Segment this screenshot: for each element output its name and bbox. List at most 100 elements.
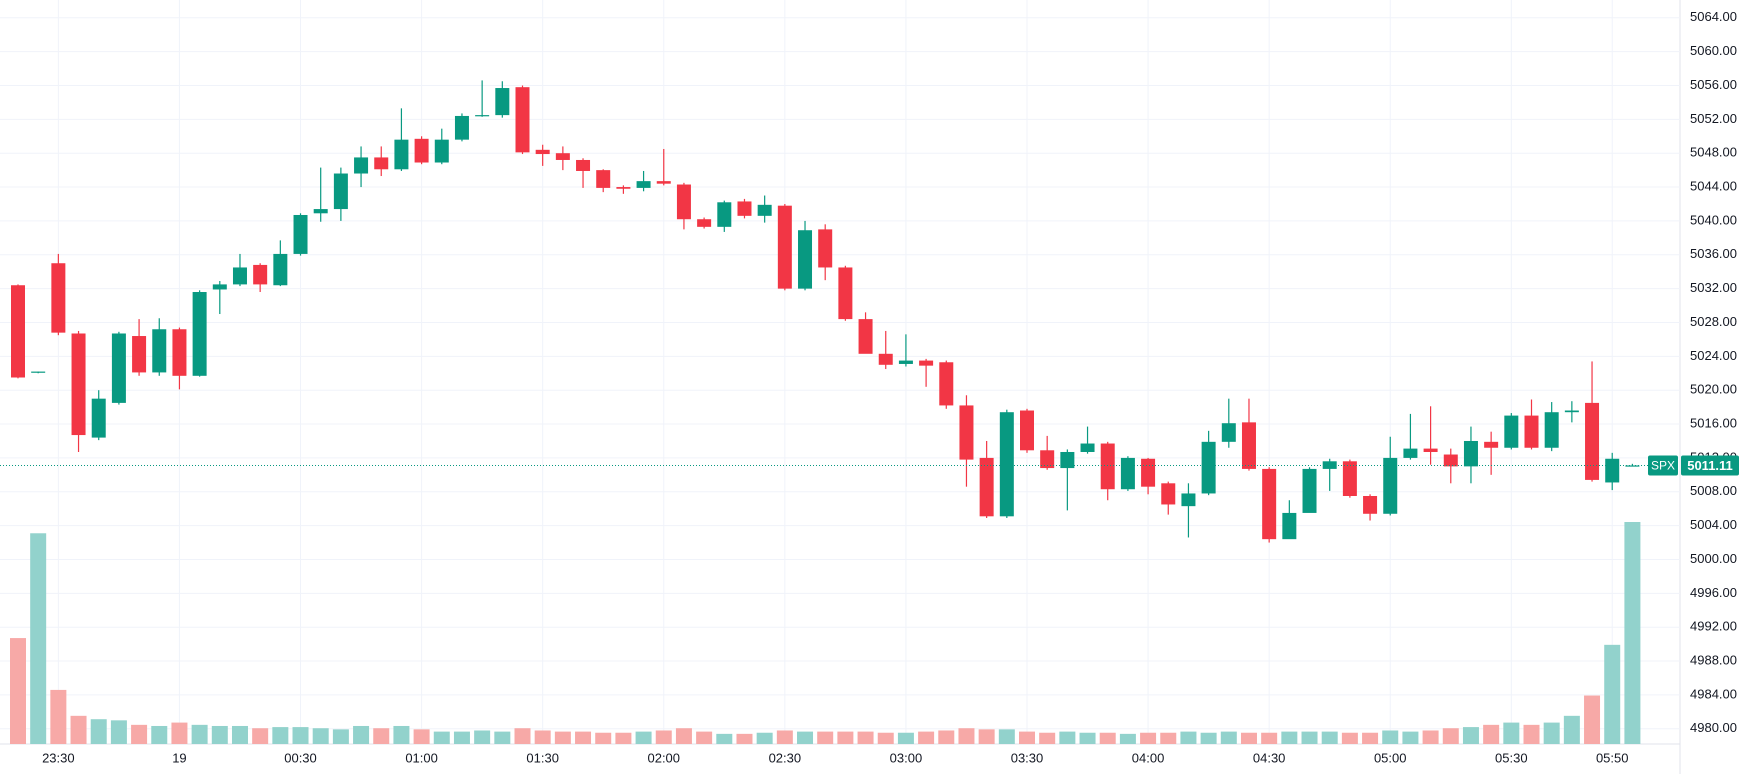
- symbol-label: SPX: [1651, 459, 1675, 473]
- x-tick-label: 00:30: [284, 750, 317, 765]
- volume-bar: [1321, 731, 1338, 744]
- volume-bar: [110, 720, 127, 744]
- candle-body: [1201, 441, 1216, 494]
- candle-body: [253, 264, 268, 285]
- volume-bar: [938, 730, 955, 744]
- x-tick-label: 05:00: [1374, 750, 1407, 765]
- volume-bar: [1503, 722, 1520, 744]
- candle-body: [1564, 410, 1579, 413]
- volume-bar: [1624, 522, 1641, 744]
- volume-bar: [211, 725, 228, 744]
- candle-body: [1383, 457, 1398, 514]
- candle-body: [495, 88, 510, 116]
- candle-body: [1302, 468, 1317, 513]
- volume-bar: [90, 719, 107, 744]
- volume-bar: [1584, 695, 1601, 744]
- volume-bar: [272, 727, 289, 744]
- candle-body: [293, 214, 308, 254]
- candle-body: [777, 205, 792, 289]
- volume-bar: [575, 731, 592, 744]
- candle-body: [1463, 440, 1478, 467]
- volume-bar: [736, 733, 753, 744]
- candle-body: [1241, 422, 1256, 469]
- candle-body: [979, 457, 994, 517]
- volume-bar: [1462, 727, 1479, 744]
- volume-bar: [151, 725, 168, 744]
- x-tick-label: 01:00: [405, 750, 438, 765]
- y-tick-label: 5000.00: [1690, 551, 1737, 566]
- candle-body: [515, 87, 530, 153]
- candle-body: [11, 285, 25, 378]
- volume-bar: [1563, 715, 1580, 744]
- volume-bar: [615, 732, 632, 744]
- volume-bar: [353, 725, 370, 744]
- candle-body: [737, 201, 752, 216]
- volume-bar: [1079, 732, 1096, 744]
- volume-bar: [1422, 730, 1439, 744]
- x-tick-label: 03:00: [890, 750, 923, 765]
- candle-body: [656, 181, 671, 184]
- volume-bar: [776, 730, 793, 744]
- volume-bar: [716, 733, 733, 744]
- candle-body: [999, 412, 1014, 517]
- candle-body: [1181, 493, 1196, 507]
- x-tick-label: 05:30: [1495, 750, 1528, 765]
- y-tick-label: 5040.00: [1690, 212, 1737, 227]
- volume-bar: [1059, 731, 1076, 744]
- volume-bar: [10, 638, 26, 744]
- candle-body: [1625, 465, 1640, 467]
- volume-bar: [252, 728, 269, 744]
- volume-bar: [635, 731, 652, 744]
- y-tick-label: 5008.00: [1690, 483, 1737, 498]
- volume-bar: [231, 725, 248, 744]
- candle-body: [1161, 483, 1176, 505]
- candle-body: [394, 139, 409, 170]
- candle-body: [192, 292, 207, 376]
- candle-body: [959, 405, 974, 460]
- volume-bar: [514, 728, 531, 744]
- volume-bar: [1160, 732, 1177, 744]
- candle-body: [1484, 441, 1499, 448]
- candle-body: [636, 181, 651, 188]
- volume-bar: [696, 731, 713, 744]
- candle-body: [1120, 457, 1135, 490]
- volume-bar: [857, 731, 874, 744]
- y-tick-label: 5052.00: [1690, 111, 1737, 126]
- candle-body: [919, 360, 934, 366]
- candle-body: [313, 209, 328, 214]
- x-tick-label: 04:30: [1253, 750, 1286, 765]
- volume-bar: [1240, 732, 1257, 744]
- volume-bar: [817, 731, 834, 744]
- candle-body: [838, 267, 853, 320]
- volume-bar: [1382, 730, 1399, 744]
- volume-bar: [131, 724, 148, 744]
- candle-body: [555, 153, 570, 160]
- candle-body: [1100, 443, 1115, 490]
- volume-bar: [1341, 732, 1358, 744]
- price-tag: [1681, 455, 1739, 476]
- y-tick-label: 5020.00: [1690, 382, 1737, 397]
- candle-body: [1403, 448, 1418, 458]
- candle-body: [172, 329, 187, 376]
- candle-body: [273, 253, 288, 286]
- x-tick-label: 04:00: [1132, 750, 1165, 765]
- candle-body: [91, 398, 106, 438]
- volume-bar: [70, 715, 87, 744]
- volume-bar: [1442, 728, 1459, 744]
- volume-bar: [918, 731, 935, 744]
- candle-body: [939, 362, 954, 406]
- y-tick-label: 4980.00: [1690, 720, 1737, 735]
- volume-bar: [1483, 724, 1500, 744]
- y-tick-label: 5036.00: [1690, 246, 1737, 261]
- candle-body: [475, 115, 490, 117]
- y-tick-label: 5048.00: [1690, 145, 1737, 160]
- candle-body: [858, 319, 873, 354]
- candle-body: [1020, 410, 1034, 451]
- y-tick-label: 5064.00: [1690, 9, 1737, 24]
- volume-bar: [837, 731, 854, 744]
- volume-bar: [1039, 732, 1056, 744]
- candle-body: [414, 138, 429, 163]
- volume-bar: [292, 727, 309, 744]
- candle-body: [697, 219, 712, 227]
